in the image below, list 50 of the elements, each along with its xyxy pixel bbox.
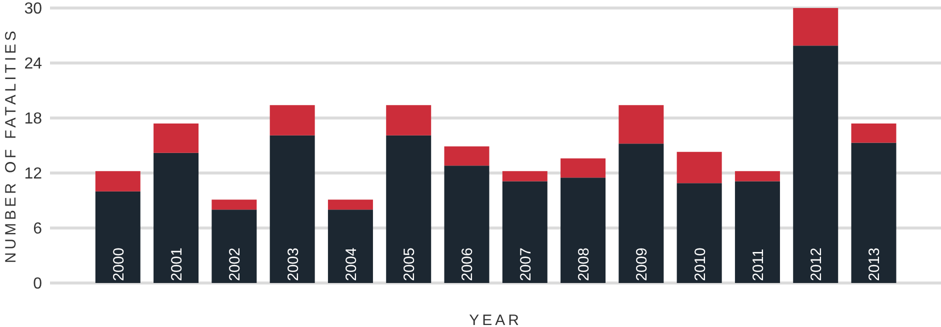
- bar: [95, 191, 140, 283]
- bar: [386, 135, 432, 283]
- x-tick-label: 2010: [692, 248, 709, 281]
- bar: [676, 152, 722, 184]
- x-tick-label: 2011: [750, 248, 767, 281]
- x-tick-label: 2012: [808, 248, 826, 281]
- bar: [851, 124, 896, 143]
- bar: [444, 166, 490, 283]
- bar: [502, 181, 548, 283]
- bar: [618, 144, 664, 283]
- x-axis-title: YEAR: [469, 312, 522, 327]
- bar: [444, 146, 490, 166]
- bar: [734, 171, 780, 182]
- bar: [270, 135, 315, 283]
- y-tick-label: 24: [24, 56, 42, 73]
- bar: [270, 105, 315, 136]
- y-tick-label: 18: [24, 110, 42, 128]
- y-tick-label: 0: [33, 276, 42, 293]
- bar: [212, 200, 257, 210]
- y-tick-label: 30: [24, 0, 42, 18]
- bar: [386, 105, 432, 136]
- x-tick-label: 2000: [110, 248, 128, 281]
- x-tick-label: 2003: [284, 248, 302, 281]
- x-tick-label: 2001: [168, 248, 186, 281]
- y-tick-label: 6: [33, 220, 42, 238]
- bar: [212, 210, 257, 283]
- bar: [851, 142, 896, 283]
- x-tick-label: 2004: [342, 248, 360, 281]
- bar: [734, 181, 780, 283]
- x-tick-label: 2013: [866, 248, 884, 281]
- bar: [793, 46, 838, 283]
- bar: [560, 178, 606, 283]
- x-tick-label: 2008: [575, 248, 592, 281]
- bar: [618, 105, 664, 144]
- bar: [560, 158, 606, 178]
- bar: [793, 8, 838, 46]
- bar: [95, 171, 140, 192]
- bar: [154, 152, 199, 283]
- bar: [676, 183, 722, 283]
- bar: [328, 210, 373, 283]
- y-axis-title: NUMBER OF FATALITIES: [2, 28, 20, 264]
- x-tick-label: 2002: [226, 248, 244, 281]
- x-tick-label: 2005: [401, 248, 418, 281]
- bar: [328, 200, 373, 210]
- x-tick-label: 2009: [634, 248, 651, 281]
- bar: [502, 171, 548, 182]
- x-tick-label: 2007: [517, 248, 534, 281]
- y-tick-label: 12: [24, 166, 42, 183]
- x-tick-label: 2006: [459, 248, 476, 281]
- bar: [154, 124, 199, 153]
